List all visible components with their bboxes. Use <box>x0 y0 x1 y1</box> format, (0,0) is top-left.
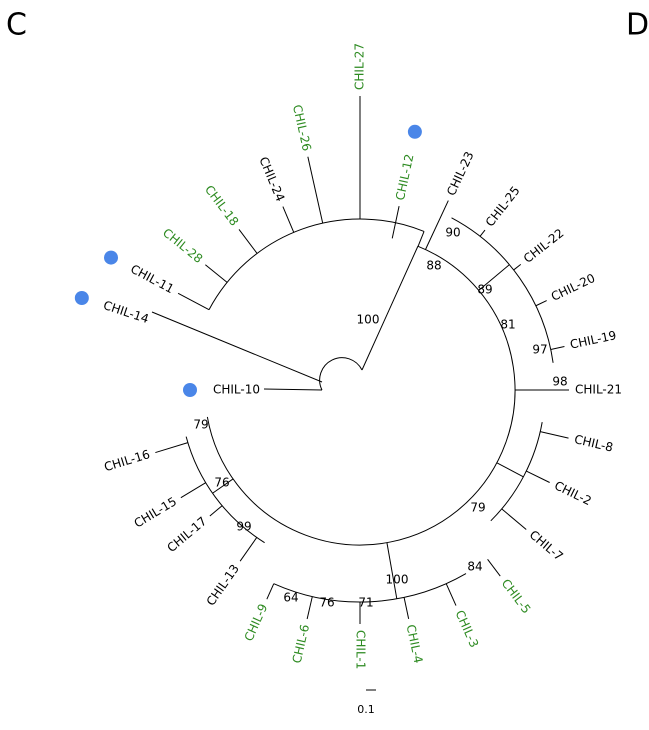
leaf-label: CHIL-25 <box>483 184 523 230</box>
panel-label: C <box>6 8 27 43</box>
leaf-label: CHIL-24 <box>256 155 287 204</box>
branch <box>238 229 258 254</box>
branch <box>155 442 189 454</box>
branch <box>403 597 410 619</box>
leaf-label: CHIL-4 <box>404 623 426 664</box>
branch <box>526 470 550 483</box>
bootstrap-label: 100 <box>386 573 409 587</box>
bootstrap-label: 71 <box>358 596 373 610</box>
bootstrap-label: 81 <box>500 318 515 332</box>
leaf-label: CHIL-11 <box>128 262 176 296</box>
branch <box>266 583 275 600</box>
bootstrap-label: 79 <box>470 501 485 515</box>
branch-arc <box>490 422 543 522</box>
branch <box>307 156 324 224</box>
branch <box>177 292 210 311</box>
branch <box>391 206 400 239</box>
branch-arc <box>451 217 554 363</box>
branch <box>386 542 398 599</box>
branch <box>535 300 547 307</box>
branch <box>478 264 510 291</box>
bootstrap-label: 97 <box>532 343 547 357</box>
branch <box>263 388 323 391</box>
branch <box>496 462 524 478</box>
bootstrap-label: 84 <box>467 560 482 574</box>
branch <box>209 505 223 517</box>
leaf-label: CHIL-14 <box>102 298 151 326</box>
leaf-label: CHIL-19 <box>569 328 618 351</box>
marker-dot <box>104 250 119 265</box>
marker-dot <box>407 124 422 139</box>
branch <box>306 596 313 620</box>
bootstrap-label: 88 <box>426 259 441 273</box>
leaf-label: CHIL-21 <box>575 383 622 397</box>
branch <box>239 537 258 562</box>
bootstrap-label: 99 <box>236 520 251 534</box>
leaf-label: CHIL-1 <box>354 630 368 669</box>
leaf-label: CHIL-18 <box>202 183 241 229</box>
branch-arc <box>208 218 425 310</box>
branch <box>540 431 569 439</box>
leaf-label: CHIL-7 <box>527 528 566 564</box>
bootstrap-label: 100 <box>357 313 380 327</box>
branch <box>513 264 522 271</box>
bootstrap-label: 79 <box>193 418 208 432</box>
leaf-label: CHIL-17 <box>164 514 209 555</box>
bootstrap-label: 76 <box>214 476 229 490</box>
branch <box>212 478 234 494</box>
leaf-label: CHIL-15 <box>132 494 180 530</box>
leaf-label: CHIL-2 <box>552 478 594 508</box>
branch <box>445 583 457 606</box>
leaf-label: CHIL-26 <box>290 103 314 152</box>
branch <box>282 206 295 233</box>
scale-label: 0.1 <box>357 703 375 716</box>
leaf-label: CHIL-9 <box>242 602 271 644</box>
branch-arc <box>206 245 516 546</box>
branch-arc <box>185 436 265 544</box>
leaf-label: CHIL-6 <box>290 623 313 665</box>
leaf-label: CHIL-13 <box>204 562 242 609</box>
branch <box>425 200 449 250</box>
branch <box>417 231 425 247</box>
leaf-label: CHIL-20 <box>549 271 597 304</box>
leaf-label: CHIL-16 <box>102 447 151 474</box>
branch <box>361 245 419 371</box>
bootstrap-label: 76 <box>319 596 334 610</box>
leaf-label: CHIL-12 <box>393 153 416 202</box>
leaf-label: CHIL-27 <box>353 43 367 90</box>
marker-dot <box>74 291 89 306</box>
branch <box>205 264 228 283</box>
branch <box>479 229 486 237</box>
branch-arc <box>273 573 467 603</box>
leaf-label: CHIL-8 <box>573 432 615 455</box>
branch <box>550 346 565 350</box>
leaf-label: CHIL-28 <box>160 226 205 266</box>
panel-label: D <box>626 8 649 43</box>
bootstrap-label: 90 <box>445 226 460 240</box>
root-arc <box>319 357 363 391</box>
bootstrap-label: 64 <box>283 591 298 605</box>
leaf-label: CHIL-22 <box>521 226 567 266</box>
leaf-label: CHIL-3 <box>452 608 481 650</box>
bootstrap-label: 98 <box>552 375 567 389</box>
branch <box>501 508 527 530</box>
leaf-label: CHIL-10 <box>213 383 260 397</box>
bootstrap-label: 89 <box>477 283 492 297</box>
leaf-label: CHIL-23 <box>444 149 477 198</box>
branch <box>487 559 501 577</box>
leaf-label: CHIL-5 <box>499 576 534 616</box>
branch <box>180 482 206 499</box>
branch <box>151 311 323 383</box>
marker-dot <box>183 383 197 397</box>
